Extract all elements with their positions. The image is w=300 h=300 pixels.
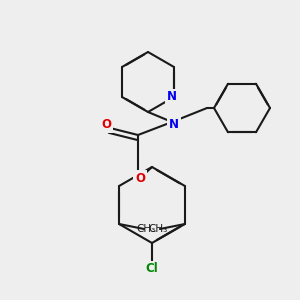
Text: CH₃: CH₃ bbox=[136, 224, 155, 234]
Text: N: N bbox=[169, 118, 179, 131]
Text: Cl: Cl bbox=[146, 262, 158, 275]
Text: N: N bbox=[167, 91, 177, 103]
Text: O: O bbox=[135, 172, 145, 184]
Text: O: O bbox=[101, 118, 111, 131]
Text: CH₃: CH₃ bbox=[148, 224, 168, 234]
